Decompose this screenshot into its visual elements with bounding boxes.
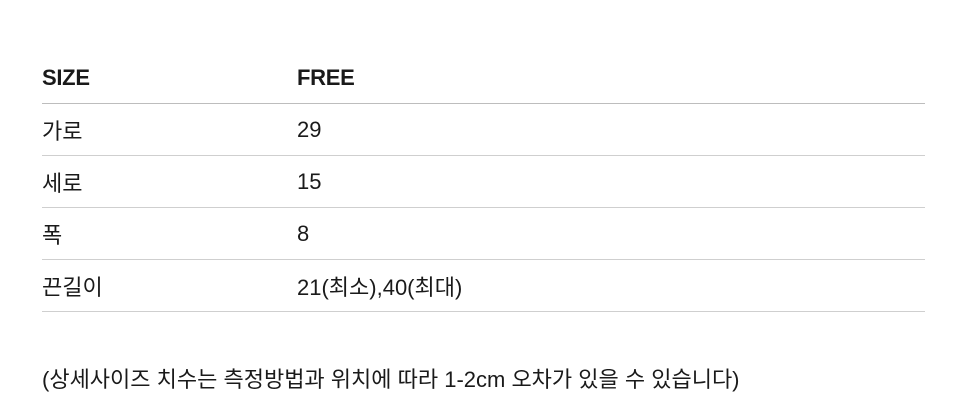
row-value-strap-length: 21(최소),40(최대) (297, 259, 925, 312)
table-row: 가로 29 (42, 103, 925, 156)
size-table: SIZE FREE 가로 29 세로 15 폭 8 끈길이 21(최소),40(… (42, 52, 925, 312)
free-header: FREE (297, 52, 925, 104)
table-row: 세로 15 (42, 155, 925, 208)
row-label-height: 세로 (42, 155, 297, 208)
row-value-height: 15 (297, 155, 925, 208)
row-label-strap-length: 끈길이 (42, 259, 297, 312)
table-header-row: SIZE FREE (42, 52, 925, 104)
row-label-width: 가로 (42, 103, 297, 156)
row-value-width: 29 (297, 103, 925, 156)
row-label-depth: 폭 (42, 207, 297, 260)
row-value-depth: 8 (297, 207, 925, 260)
table-row: 끈길이 21(최소),40(최대) (42, 259, 925, 312)
table-row: 폭 8 (42, 207, 925, 260)
size-header: SIZE (42, 52, 297, 104)
measurement-note: (상세사이즈 치수는 측정방법과 위치에 따라 1-2cm 오차가 있을 수 있… (42, 367, 740, 392)
